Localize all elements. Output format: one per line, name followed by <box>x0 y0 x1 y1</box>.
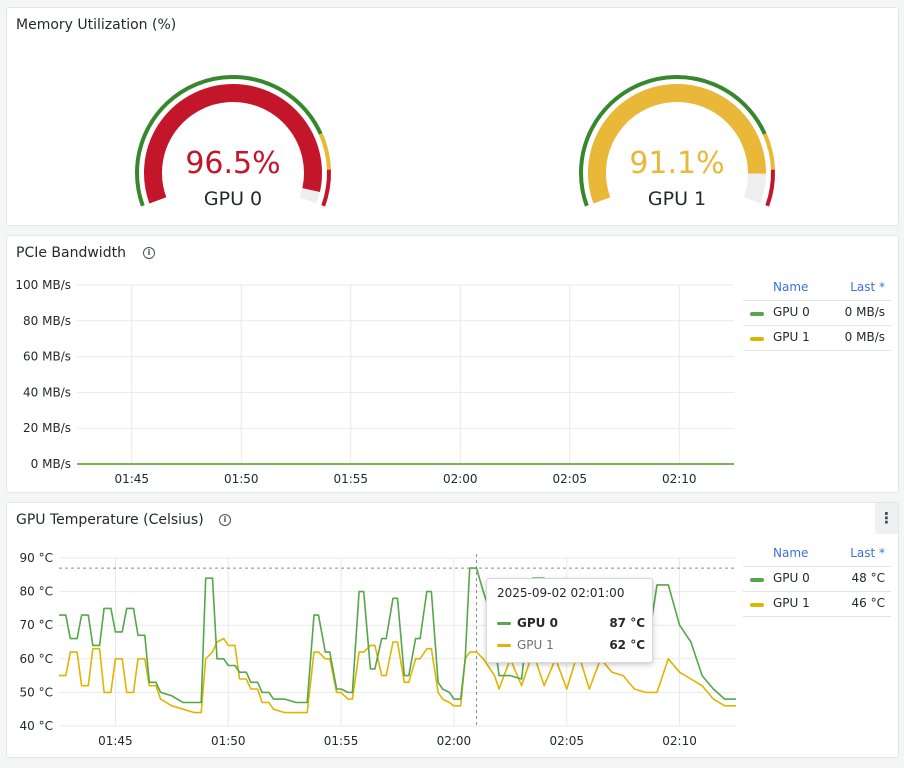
x-tick-label: 02:10 <box>662 472 697 486</box>
tooltip-time: 2025-09-02 02:01:00 <box>497 586 625 600</box>
x-tick-label: 02:00 <box>437 734 472 748</box>
legend-series-name[interactable]: GPU 0 <box>773 571 810 585</box>
legend-row-gpu-1[interactable]: GPU 1 46 °C <box>743 591 891 617</box>
tooltip-row-gpu1: GPU 1 62 °C <box>497 637 645 655</box>
tooltip-row-gpu0: GPU 0 87 °C <box>497 615 645 633</box>
tooltip-series-name: GPU 1 <box>517 638 554 652</box>
legend-last-header[interactable]: Last * <box>850 546 885 560</box>
hover-tooltip: 2025-09-02 02:01:00 GPU 0 87 °C GPU 1 62… <box>486 578 653 663</box>
gauge-threshold-green <box>579 75 767 207</box>
legend-last-header[interactable]: Last * <box>850 280 885 294</box>
legend-name-header[interactable]: Name <box>773 546 809 560</box>
pcie-panel-title: PCIe Bandwidth <box>16 245 126 261</box>
legend-last-value: 46 °C <box>851 596 885 610</box>
series-line-gpu-1 <box>59 637 736 714</box>
legend-last-value: 48 °C <box>851 571 885 585</box>
y-tick-label: 90 °C <box>20 551 53 565</box>
y-tick-label: 60 °C <box>20 652 53 666</box>
gauge-label: GPU 1 <box>648 188 706 210</box>
legend-header: Name Last * <box>743 542 891 566</box>
legend-swatch <box>750 578 764 582</box>
temp-panel-title: GPU Temperature (Celsius) <box>16 512 204 528</box>
gpu-temperature-panel: GPU Temperature (Celsius) i ⋮ 40 °C 50 °C… <box>6 502 899 758</box>
pcie-bandwidth-panel: PCIe Bandwidth i 0 MB/s 20 MB/s 40 MB/s 60 … <box>6 235 899 493</box>
tooltip-series-value: 62 °C <box>609 638 645 652</box>
legend-last-value: 0 MB/s <box>844 330 885 344</box>
legend-name-header[interactable]: Name <box>773 280 809 294</box>
tooltip-series-value: 87 °C <box>609 616 645 630</box>
y-tick-label: 100 MB/s <box>15 278 71 292</box>
legend-row-gpu-1[interactable]: GPU 1 0 MB/s <box>743 325 891 351</box>
gauge-threshold-red <box>321 169 331 207</box>
gauge-threshold-yellow <box>762 133 775 170</box>
legend-series-name[interactable]: GPU 0 <box>773 305 810 319</box>
gauge-threshold-red <box>765 169 775 207</box>
pcie-legend: Name Last * GPU 0 0 MB/s GPU 1 0 MB/s <box>743 276 891 351</box>
y-tick-label: 0 MB/s <box>31 457 71 471</box>
gauge-value-text: 96.5% <box>185 146 280 181</box>
panel-menu-icon[interactable]: ⋮ <box>875 503 898 534</box>
legend-swatch <box>750 312 764 316</box>
y-tick-label: 20 MB/s <box>23 421 71 435</box>
gauge-value-arc <box>144 84 322 204</box>
tooltip-swatch <box>497 622 511 625</box>
legend-series-name[interactable]: GPU 1 <box>773 330 810 344</box>
x-tick-label: 01:50 <box>224 472 259 486</box>
x-tick-label: 01:55 <box>324 734 359 748</box>
x-tick-label: 01:45 <box>98 734 133 748</box>
y-tick-label: 40 °C <box>20 719 53 733</box>
x-tick-label: 02:05 <box>552 472 587 486</box>
x-tick-label: 02:05 <box>549 734 584 748</box>
y-tick-label: 50 °C <box>20 685 53 699</box>
y-tick-label: 80 MB/s <box>23 314 71 328</box>
gauge-threshold-green <box>135 75 323 207</box>
tooltip-series-name: GPU 0 <box>517 616 558 630</box>
temp-legend: Name Last * GPU 0 48 °C GPU 1 46 °C <box>743 542 891 617</box>
gauge-threshold-yellow <box>318 133 331 170</box>
legend-header: Name Last * <box>743 276 891 300</box>
pcie-info-icon[interactable]: i <box>143 247 155 259</box>
y-tick-label: 60 MB/s <box>23 350 71 364</box>
y-tick-label: 40 MB/s <box>23 385 71 399</box>
memory-panel-title: Memory Utilization (%) <box>16 17 177 33</box>
x-tick-label: 01:50 <box>211 734 246 748</box>
x-tick-label: 01:55 <box>333 472 368 486</box>
pcie-chart[interactable]: 0 MB/s 20 MB/s 40 MB/s 60 MB/s 80 MB/s 100 MB… <box>7 236 737 492</box>
x-tick-label: 02:00 <box>443 472 478 486</box>
x-tick-label: 01:45 <box>114 472 149 486</box>
legend-swatch <box>750 337 764 341</box>
legend-swatch <box>750 603 764 607</box>
y-tick-label: 70 °C <box>20 618 53 632</box>
gauge-value-text: 91.1% <box>629 146 724 181</box>
memory-utilization-panel: Memory Utilization (%) 96.5% GPU 0 91.1% GP… <box>6 7 899 226</box>
gauge-area: 96.5% GPU 0 91.1% GPU 1 <box>135 75 775 210</box>
gauge-value-arc <box>588 84 766 204</box>
gauge-label: GPU 0 <box>204 188 262 210</box>
x-tick-label: 02:10 <box>662 734 697 748</box>
legend-row-gpu-0[interactable]: GPU 0 0 MB/s <box>743 300 891 325</box>
temp-info-icon[interactable]: i <box>219 514 231 526</box>
legend-series-name[interactable]: GPU 1 <box>773 596 810 610</box>
y-tick-label: 80 °C <box>20 585 53 599</box>
legend-last-value: 0 MB/s <box>844 305 885 319</box>
legend-row-gpu-0[interactable]: GPU 0 48 °C <box>743 566 891 591</box>
tooltip-swatch <box>497 644 511 647</box>
